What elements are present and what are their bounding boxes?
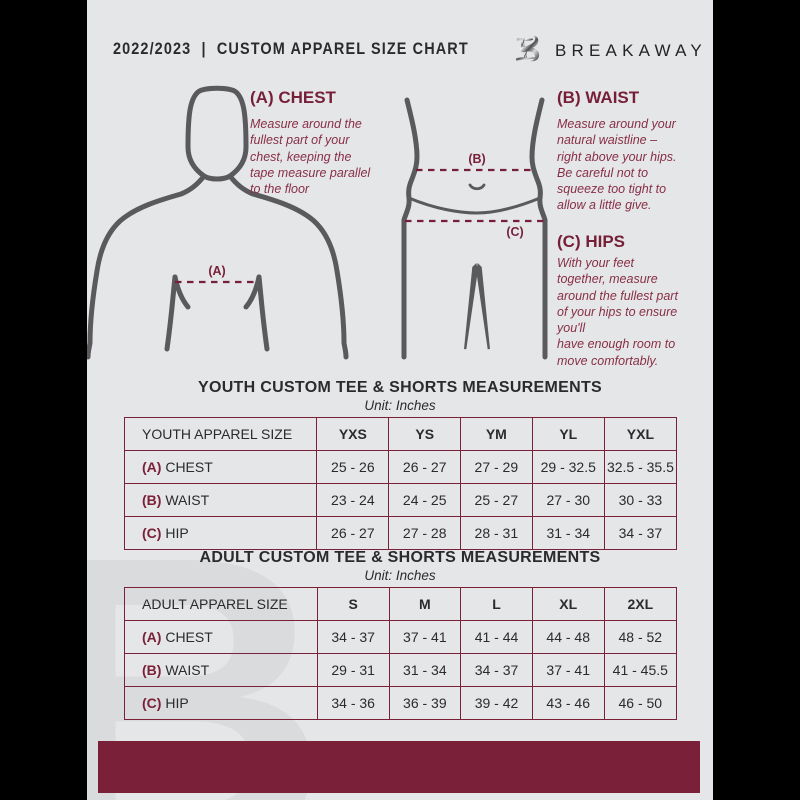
svg-text:(A): (A) (208, 264, 225, 278)
svg-text:(B): (B) (468, 152, 485, 166)
svg-text:(C): (C) (506, 225, 523, 239)
